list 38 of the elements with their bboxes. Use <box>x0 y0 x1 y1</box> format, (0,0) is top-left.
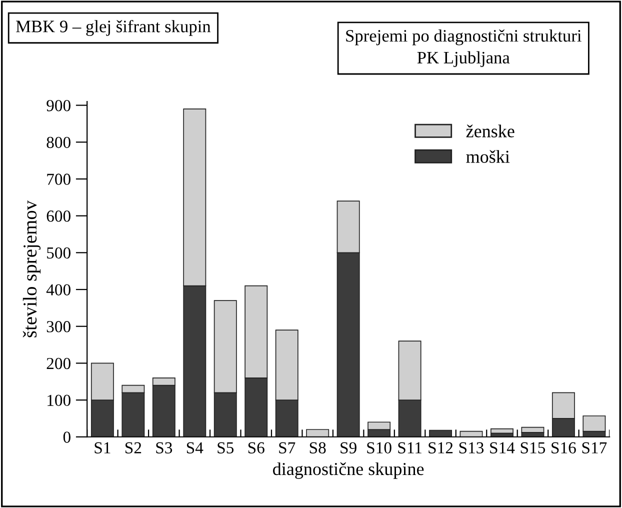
y-tick-label: 200 <box>46 358 70 370</box>
x-tick-label: S13 <box>459 442 484 454</box>
bar <box>521 426 544 433</box>
x-tick-label: S3 <box>156 442 172 454</box>
legend-label: moški <box>466 150 510 163</box>
y-tick-label: 500 <box>47 247 70 259</box>
y-tick-label: 300 <box>46 321 70 332</box>
x-tick-label: S7 <box>279 442 296 454</box>
y-tick-label: 800 <box>46 136 70 148</box>
bar <box>429 430 452 437</box>
x-tick-label: S14 <box>490 442 515 454</box>
bar <box>460 430 483 437</box>
x-tick-label: S5 <box>218 442 234 454</box>
bar <box>306 429 330 437</box>
x-tick-label: S6 <box>248 442 264 454</box>
y-tick-label: 400 <box>46 284 70 296</box>
x-tick-label: S15 <box>520 442 546 454</box>
x-tick-label: S16 <box>552 442 576 454</box>
bar <box>490 428 514 434</box>
chart-title: Sprejemi po diagnostični strukturi PK Ljubljana <box>346 29 582 68</box>
x-tick-label: S1 <box>94 442 110 454</box>
y-axis-title: število sprejemov <box>22 200 41 338</box>
x-tick-label: S17 <box>582 442 607 454</box>
x-tick-label: S8 <box>310 442 326 454</box>
x-tick-label: S2 <box>125 442 142 454</box>
text: MBK 9 – glej šifrant skupin <box>16 20 211 36</box>
x-tick-label: S4 <box>186 442 204 454</box>
x-tick-label: S11 <box>398 442 422 454</box>
x-tick-label: S10 <box>367 442 392 454</box>
legend-label: ženske <box>466 124 514 138</box>
y-tick-label: 100 <box>48 394 70 406</box>
x-axis-title: diagnostične skupine <box>273 462 424 479</box>
x-tick-label: S9 <box>340 442 356 454</box>
y-tick-label: 900 <box>46 100 70 112</box>
y-tick-label: 700 <box>47 174 70 185</box>
x-tick-label: S12 <box>428 442 453 454</box>
y-tick-label: 0 <box>63 432 70 443</box>
y-tick-label: 600 <box>46 210 70 222</box>
